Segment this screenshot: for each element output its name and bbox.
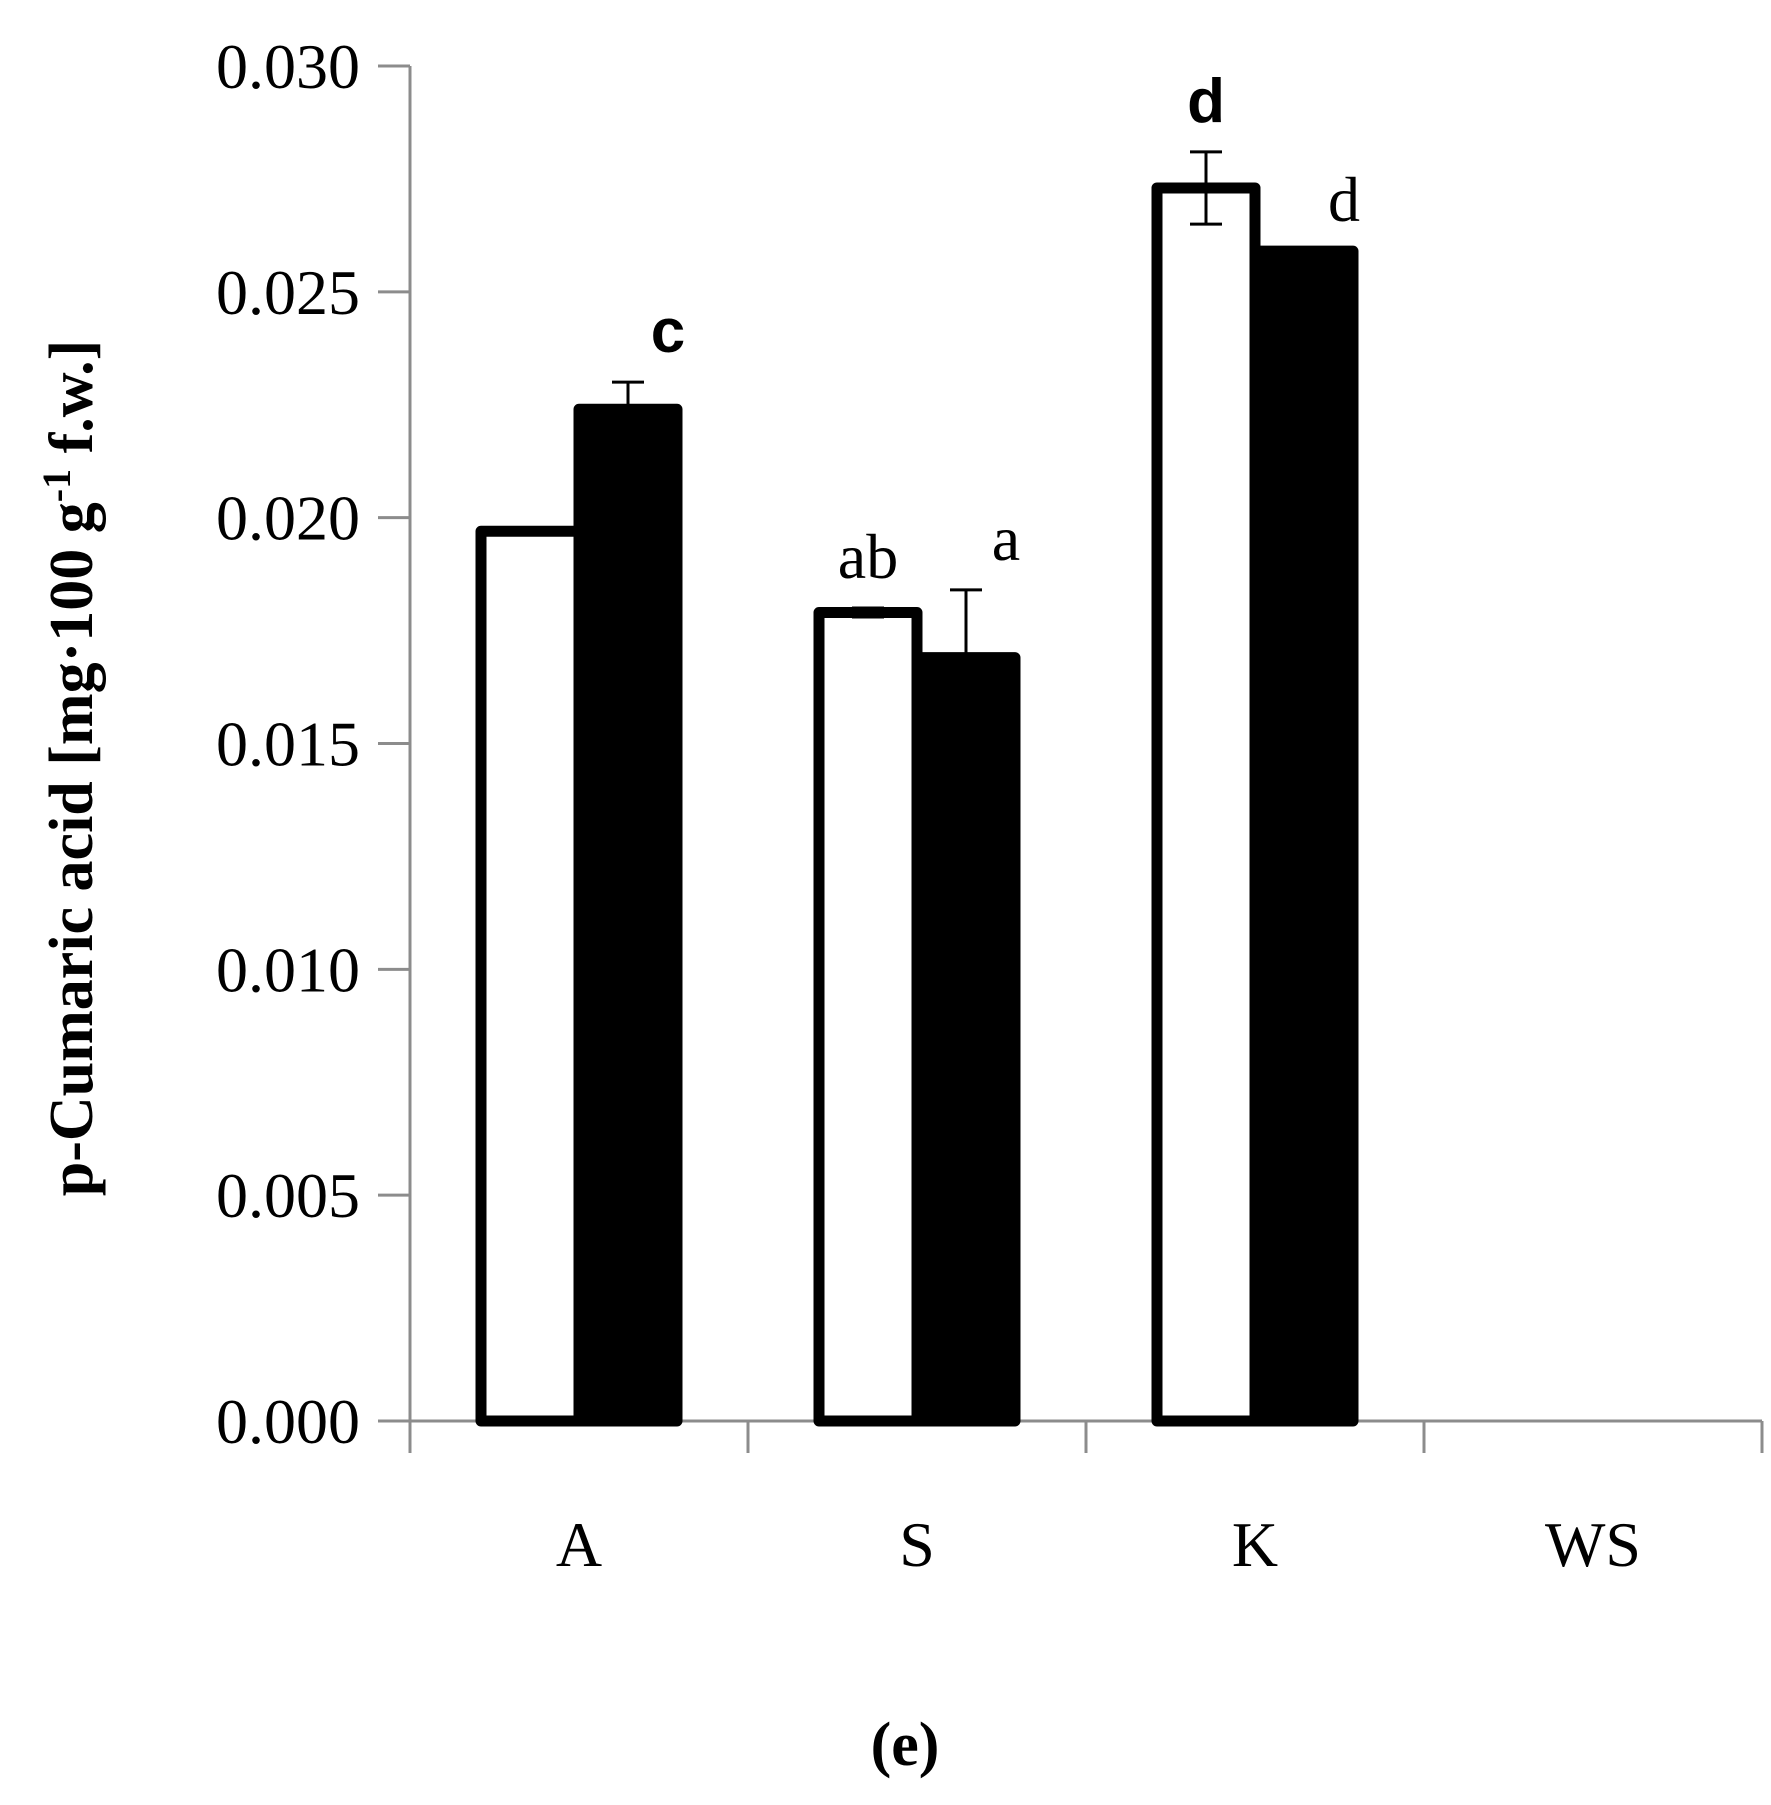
y-axis-title-suffix: f.w.] <box>38 340 106 469</box>
bar-black <box>911 652 1021 1427</box>
significance-letter: ab <box>838 521 898 592</box>
bar-white <box>475 525 585 1427</box>
y-tick-label: 0.000 <box>216 1386 360 1457</box>
significance-letter: d <box>1187 67 1225 136</box>
bar-white <box>1151 182 1261 1427</box>
error-bars <box>612 150 1222 726</box>
bar-black <box>1249 245 1359 1427</box>
x-tick-label: WS <box>1545 1509 1641 1580</box>
y-axis-title-superscript: -1 <box>34 469 79 502</box>
x-axis: A S K WS <box>408 1419 1764 1580</box>
bar-white <box>813 607 923 1427</box>
significance-letter: d <box>1328 164 1360 235</box>
significance-letters: c ab a d d <box>651 67 1360 592</box>
panel-label: (e) <box>871 1711 940 1779</box>
y-axis-title: p-Cumaric acid [mg·100 g-1 f.w.] <box>34 340 106 1196</box>
y-axis-title-main: p-Cumaric acid [mg·100 g <box>38 502 106 1196</box>
y-tick-label: 0.005 <box>216 1160 360 1231</box>
x-tick-label: A <box>556 1509 602 1580</box>
x-tick-label: K <box>1232 1509 1278 1580</box>
y-tick-label: 0.020 <box>216 483 360 554</box>
bar-black <box>573 403 683 1427</box>
y-tick-label: 0.025 <box>216 257 360 328</box>
significance-letter: a <box>992 503 1020 574</box>
bars <box>475 182 1359 1427</box>
significance-letter: c <box>651 297 685 366</box>
y-tick-label: 0.015 <box>216 709 360 780</box>
y-axis: 0.000 0.005 0.010 0.015 0.020 0.025 0.030 <box>216 31 412 1457</box>
y-tick-label: 0.030 <box>216 31 360 102</box>
y-tick-label: 0.010 <box>216 934 360 1005</box>
x-tick-label: S <box>899 1509 935 1580</box>
